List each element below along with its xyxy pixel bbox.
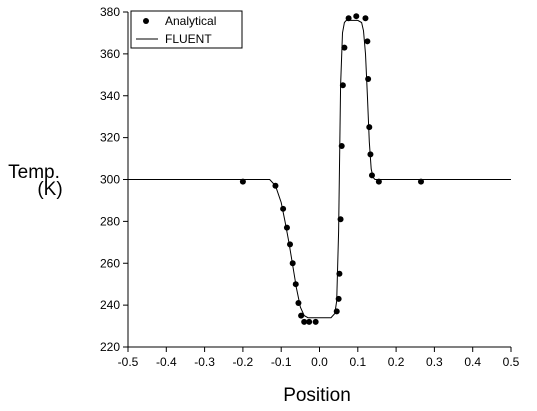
analytical-point: [366, 124, 373, 131]
legend-box: [130, 10, 243, 49]
analytical-point: [272, 182, 279, 189]
x-tick-label: 0.4: [464, 355, 481, 369]
analytical-point: [339, 82, 346, 89]
analytical-point: [239, 178, 246, 185]
x-tick-label: -0.4: [156, 355, 177, 369]
analytical-point: [289, 260, 296, 267]
y-tick-label: 280: [100, 214, 120, 228]
x-axis-title: Position: [283, 385, 351, 406]
y-tick-label: 300: [100, 173, 120, 187]
analytical-point: [336, 270, 343, 277]
x-tick-label: 0.2: [388, 355, 405, 369]
analytical-point: [333, 308, 340, 315]
analytical-point: [417, 178, 424, 185]
analytical-point: [280, 205, 287, 212]
analytical-point: [341, 44, 348, 51]
x-tick-label: -0.3: [194, 355, 215, 369]
x-tick-label: -0.1: [271, 355, 292, 369]
analytical-point: [335, 295, 342, 302]
analytical-point: [301, 318, 308, 325]
y-tick-label: 340: [100, 89, 120, 103]
x-tick-label: 0.1: [349, 355, 366, 369]
y-tick-label: 320: [100, 131, 120, 145]
analytical-point: [292, 281, 299, 288]
analytical-point: [353, 13, 360, 20]
legend-fluent-label: FLUENT: [165, 32, 212, 46]
analytical-point: [367, 151, 374, 158]
x-tick-label: 0.3: [426, 355, 443, 369]
y-tick-label: 260: [100, 256, 120, 270]
analytical-point: [312, 318, 319, 325]
analytical-point: [295, 300, 302, 307]
analytical-point: [362, 15, 369, 22]
y-axis-ticks: 220 240 260 280 300 320 340 360 380: [100, 5, 128, 354]
y-axis-title-line2: (K): [37, 179, 62, 200]
analytical-point: [337, 216, 344, 223]
x-axis-ticks: -0.5 -0.4 -0.3 -0.2 -0.1 0.0 0.1 0.2 0.3 0.4 0.5: [118, 347, 520, 369]
legend: Analytical FLUENT: [130, 10, 243, 49]
analytical-point: [375, 178, 382, 185]
y-axis-title-line1: Temp.: [8, 162, 60, 183]
analytical-point: [345, 15, 352, 22]
legend-analytical-label: Analytical: [165, 14, 216, 28]
analytical-point: [283, 224, 290, 231]
analytical-point: [364, 38, 371, 45]
series-layer: [128, 13, 511, 325]
x-tick-label: -0.2: [233, 355, 254, 369]
y-tick-label: 360: [100, 47, 120, 61]
analytical-point: [298, 312, 305, 319]
y-tick-label: 240: [100, 298, 120, 312]
analytical-point: [368, 172, 375, 179]
analytical-point: [306, 318, 313, 325]
y-tick-label: 380: [100, 5, 120, 19]
analytical-point: [287, 241, 294, 248]
x-tick-label: 0.5: [503, 355, 520, 369]
legend-analytical-marker: [143, 18, 149, 24]
fluent-series-line: [128, 19, 511, 319]
y-tick-label: 220: [100, 340, 120, 354]
analytical-point: [338, 143, 345, 149]
x-tick-label: 0.0: [311, 355, 328, 369]
x-tick-label: -0.5: [118, 355, 139, 369]
analytical-point: [365, 76, 372, 82]
